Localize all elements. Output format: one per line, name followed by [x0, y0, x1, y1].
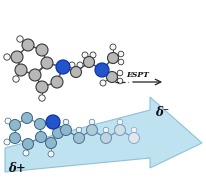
- Circle shape: [53, 128, 63, 139]
- Polygon shape: [5, 97, 202, 172]
- Circle shape: [90, 52, 96, 58]
- Circle shape: [70, 67, 82, 77]
- Circle shape: [11, 51, 23, 63]
- Circle shape: [83, 57, 95, 67]
- Circle shape: [46, 115, 60, 129]
- Circle shape: [22, 39, 34, 51]
- Circle shape: [117, 119, 123, 125]
- Circle shape: [4, 139, 10, 145]
- Circle shape: [9, 132, 21, 143]
- Circle shape: [34, 119, 46, 129]
- Circle shape: [118, 51, 124, 57]
- Circle shape: [107, 71, 117, 83]
- Circle shape: [115, 125, 125, 136]
- Circle shape: [22, 139, 34, 149]
- Circle shape: [129, 132, 139, 143]
- Circle shape: [108, 53, 118, 64]
- Circle shape: [36, 44, 48, 56]
- Circle shape: [117, 78, 123, 84]
- Circle shape: [87, 125, 97, 136]
- Circle shape: [82, 52, 88, 58]
- Circle shape: [35, 132, 47, 143]
- Circle shape: [131, 127, 137, 133]
- Circle shape: [56, 60, 70, 74]
- Text: δ⁻: δ⁻: [155, 106, 169, 119]
- Circle shape: [48, 151, 54, 157]
- Circle shape: [103, 127, 109, 133]
- Circle shape: [118, 59, 124, 65]
- Circle shape: [110, 44, 116, 50]
- Circle shape: [21, 112, 33, 123]
- Circle shape: [23, 150, 29, 156]
- Circle shape: [29, 69, 41, 81]
- Circle shape: [15, 64, 27, 76]
- Circle shape: [69, 62, 75, 68]
- Circle shape: [13, 76, 19, 82]
- Circle shape: [95, 63, 109, 77]
- Circle shape: [63, 119, 69, 125]
- Circle shape: [39, 95, 45, 101]
- Circle shape: [77, 62, 83, 68]
- Circle shape: [61, 125, 71, 136]
- Circle shape: [76, 127, 82, 133]
- Circle shape: [51, 76, 63, 88]
- Circle shape: [89, 119, 95, 125]
- Circle shape: [5, 118, 11, 124]
- Circle shape: [100, 80, 106, 86]
- Circle shape: [17, 36, 23, 42]
- Circle shape: [74, 132, 84, 143]
- Circle shape: [46, 138, 56, 149]
- Circle shape: [41, 57, 53, 69]
- Circle shape: [117, 70, 123, 76]
- Circle shape: [36, 81, 48, 93]
- Text: δ+: δ+: [8, 162, 26, 175]
- Circle shape: [101, 132, 111, 143]
- Circle shape: [4, 54, 10, 60]
- Circle shape: [9, 119, 21, 130]
- Text: ESPT: ESPT: [126, 71, 149, 79]
